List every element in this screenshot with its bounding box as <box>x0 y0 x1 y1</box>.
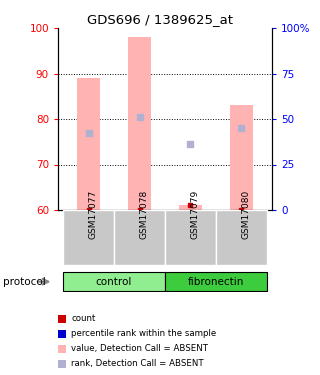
Text: value, Detection Call = ABSENT: value, Detection Call = ABSENT <box>71 344 208 353</box>
Text: GDS696 / 1389625_at: GDS696 / 1389625_at <box>87 13 233 26</box>
Text: control: control <box>96 277 132 286</box>
Bar <box>63 210 114 265</box>
Text: GSM17077: GSM17077 <box>89 190 98 239</box>
Text: percentile rank within the sample: percentile rank within the sample <box>71 329 216 338</box>
Bar <box>216 210 267 265</box>
Text: fibronectin: fibronectin <box>188 277 244 286</box>
Text: count: count <box>71 314 95 323</box>
Bar <box>63 272 165 291</box>
Bar <box>165 272 267 291</box>
Bar <box>179 206 202 210</box>
Text: rank, Detection Call = ABSENT: rank, Detection Call = ABSENT <box>71 359 204 368</box>
Bar <box>128 37 151 210</box>
Bar <box>230 105 253 210</box>
Bar <box>114 210 165 265</box>
Text: GSM17079: GSM17079 <box>190 190 199 239</box>
Bar <box>77 78 100 210</box>
Text: GSM17078: GSM17078 <box>140 190 148 239</box>
Text: GSM17080: GSM17080 <box>241 190 251 239</box>
Bar <box>165 210 216 265</box>
Text: protocol: protocol <box>3 277 46 286</box>
